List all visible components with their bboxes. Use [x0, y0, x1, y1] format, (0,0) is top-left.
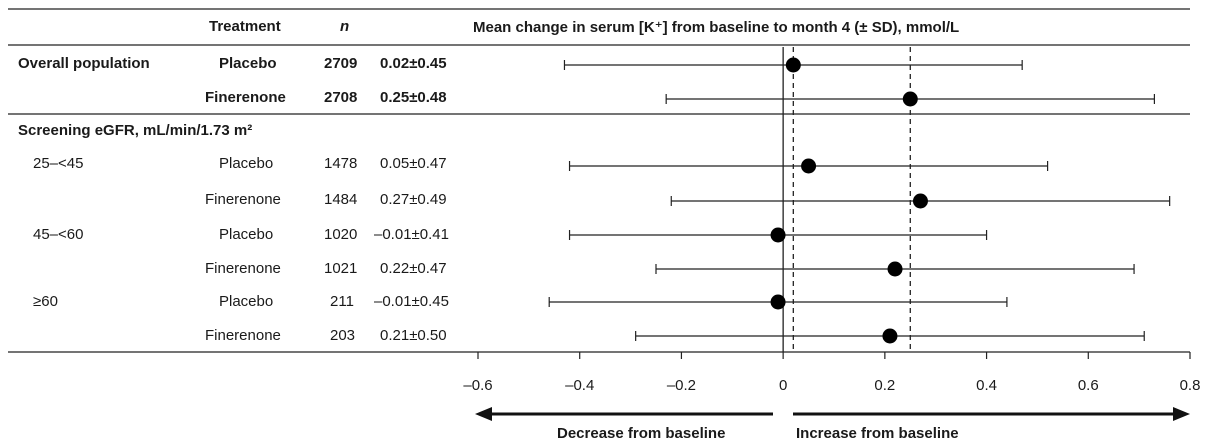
n-cell: 211: [330, 293, 354, 310]
value-cell: –0.01±0.41: [374, 226, 449, 243]
value-cell: 0.27±0.49: [380, 191, 447, 208]
group-label: Overall population: [18, 55, 150, 72]
n-cell: 203: [330, 327, 356, 344]
decrease-arrowhead: [475, 407, 492, 421]
x-tick-label: –0.2: [667, 377, 696, 394]
mean-point: [770, 294, 786, 310]
group-label: 25–<45: [33, 155, 84, 172]
reference-lines: [782, 47, 911, 352]
x-tick-label: 0: [779, 377, 787, 394]
treatment-header: Treatment: [209, 18, 281, 35]
n-cell: 2709: [324, 55, 358, 72]
value-cell: 0.25±0.48: [380, 89, 447, 106]
treatment-cell: Placebo: [219, 55, 277, 72]
n-cell: 1484: [324, 191, 358, 208]
x-tick-label: 0.8: [1180, 377, 1201, 394]
mean-point: [801, 158, 817, 174]
x-tick-label: 0.4: [976, 377, 997, 394]
x-tick-label: 0.6: [1078, 377, 1099, 394]
group-label: 45–<60: [33, 226, 84, 243]
n-cell: 1478: [324, 155, 358, 172]
mean-point: [902, 91, 918, 107]
value-cell: 0.05±0.47: [380, 155, 447, 172]
treatment-cell: Finerenone: [205, 260, 281, 277]
group-label: ≥60: [33, 293, 58, 310]
x-tick-label: 0.2: [874, 377, 895, 394]
value-cell: 0.22±0.47: [380, 260, 447, 277]
data-marks: [548, 57, 1171, 344]
section-label: Screening eGFR, mL/min/1.73 m²: [18, 122, 253, 139]
n-header: n: [340, 18, 350, 35]
mean-point: [912, 193, 928, 209]
x-tick-label: –0.6: [463, 377, 492, 394]
treatment-cell: Placebo: [219, 155, 274, 172]
n-cell: 1021: [324, 260, 358, 277]
treatment-cell: Finerenone: [205, 327, 281, 344]
mean-point: [785, 57, 801, 73]
increase-label: Increase from baseline: [796, 425, 959, 442]
n-cell: 2708: [324, 89, 358, 106]
treatment-cell: Finerenone: [205, 89, 286, 106]
increase-arrowhead: [1173, 407, 1190, 421]
x-axis-ticks: –0.6 –0.4 –0.2 0 0.2 0.4 0.6 0.8: [463, 352, 1200, 394]
decrease-label: Decrease from baseline: [557, 425, 726, 442]
mean-point: [770, 227, 786, 243]
mean-point: [887, 261, 903, 277]
mean-point: [882, 328, 898, 344]
x-tick-label: –0.4: [565, 377, 594, 394]
measure-header: Mean change in serum [K⁺] from baseline …: [473, 19, 960, 36]
treatment-cell: Finerenone: [205, 191, 281, 208]
value-cell: 0.02±0.45: [380, 55, 447, 72]
treatment-cell: Placebo: [219, 293, 274, 310]
value-cell: –0.01±0.45: [374, 293, 449, 310]
treatment-cell: Placebo: [219, 226, 274, 243]
value-cell: 0.21±0.50: [380, 327, 447, 344]
n-cell: 1020: [324, 226, 358, 243]
